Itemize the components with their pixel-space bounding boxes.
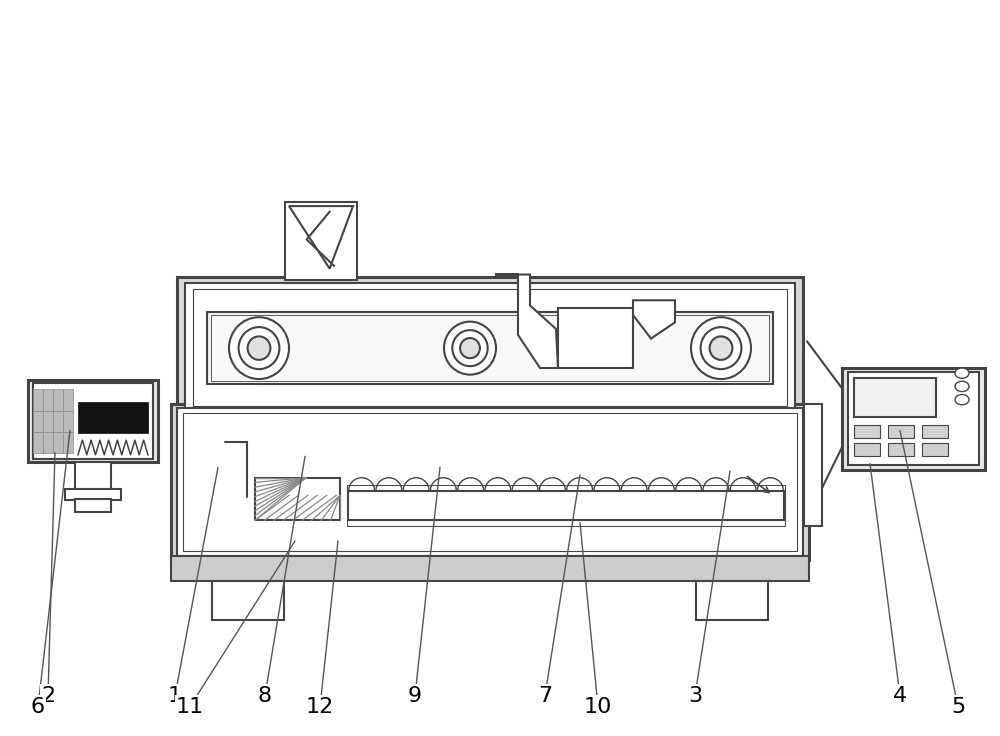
Bar	[43, 389, 53, 411]
Circle shape	[955, 368, 969, 378]
Bar	[33, 432, 43, 453]
Text: 7: 7	[538, 685, 552, 706]
Bar	[53, 411, 63, 432]
Bar	[193, 289, 787, 406]
Text: 3: 3	[688, 685, 702, 706]
Bar	[696, 581, 768, 620]
Text: 11: 11	[176, 696, 204, 717]
Bar	[33, 383, 153, 459]
Bar	[171, 404, 809, 560]
Text: 2: 2	[41, 685, 55, 706]
Bar	[854, 378, 936, 417]
Bar	[922, 443, 948, 456]
Circle shape	[955, 381, 969, 392]
Bar	[177, 277, 803, 418]
Bar	[185, 283, 795, 412]
Polygon shape	[633, 300, 675, 339]
Bar	[63, 432, 73, 453]
Ellipse shape	[460, 338, 480, 358]
Ellipse shape	[691, 317, 751, 379]
Bar	[53, 389, 63, 411]
Bar	[854, 425, 880, 438]
Polygon shape	[289, 206, 353, 269]
Bar	[922, 425, 948, 438]
Text: 4: 4	[893, 685, 907, 706]
Bar	[348, 491, 784, 520]
Bar	[888, 443, 914, 456]
Bar	[63, 389, 73, 411]
Text: 5: 5	[951, 696, 965, 717]
Bar	[285, 202, 357, 280]
Bar	[63, 411, 73, 432]
Ellipse shape	[452, 330, 488, 366]
Ellipse shape	[239, 327, 279, 369]
Bar	[558, 308, 633, 368]
Text: 10: 10	[584, 696, 612, 717]
Bar	[211, 315, 769, 381]
Bar	[848, 372, 979, 465]
Bar	[347, 485, 785, 526]
Bar	[65, 489, 121, 500]
Bar	[212, 581, 284, 620]
Ellipse shape	[229, 317, 289, 379]
Text: 8: 8	[258, 685, 272, 706]
Bar	[75, 462, 111, 490]
Bar	[78, 402, 148, 433]
Bar	[28, 380, 158, 462]
Ellipse shape	[710, 336, 732, 360]
Bar	[854, 443, 880, 456]
Polygon shape	[495, 275, 558, 368]
Bar	[177, 408, 803, 556]
Bar	[842, 368, 985, 470]
Ellipse shape	[444, 322, 496, 375]
Ellipse shape	[248, 336, 270, 360]
Bar	[804, 404, 822, 526]
Text: 6: 6	[31, 696, 45, 717]
Bar	[75, 499, 111, 512]
Circle shape	[955, 394, 969, 405]
Bar	[888, 425, 914, 438]
Bar	[183, 413, 797, 551]
Text: 12: 12	[306, 696, 334, 717]
Bar	[43, 432, 53, 453]
Text: 1: 1	[168, 685, 182, 706]
Ellipse shape	[701, 327, 741, 369]
Bar	[33, 389, 43, 411]
Text: 9: 9	[408, 685, 422, 706]
Bar	[43, 411, 53, 432]
Bar	[53, 432, 63, 453]
Bar	[255, 478, 340, 520]
Bar	[207, 312, 773, 384]
Bar	[33, 411, 43, 432]
Bar	[171, 556, 809, 581]
